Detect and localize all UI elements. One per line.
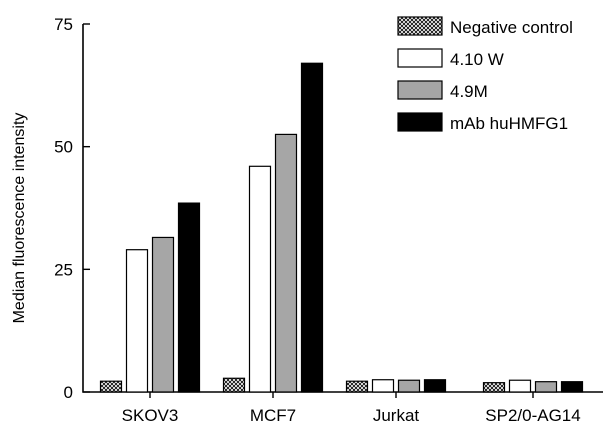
bar-skov3-negative-control bbox=[99, 380, 123, 393]
bar-sp2-0-ag14-4-10-w bbox=[508, 379, 532, 393]
bar-mcf7-negative-control bbox=[222, 377, 246, 393]
bar-jurkat-mab-huhmfg1 bbox=[423, 379, 447, 393]
bar-jurkat-4-10-w bbox=[371, 379, 395, 393]
bar-mcf7-mab-huhmfg1 bbox=[300, 62, 324, 393]
y-tick-label: 50 bbox=[54, 138, 73, 157]
legend-label: mAb huHMFG1 bbox=[450, 114, 568, 133]
legend-swatch bbox=[397, 112, 443, 132]
y-tick-label: 75 bbox=[54, 15, 73, 34]
bar-sp2-0-ag14-mab-huhmfg1 bbox=[560, 381, 584, 393]
x-tick-label: MCF7 bbox=[250, 406, 296, 425]
category-labels: SKOV3 MCF7 Jurkat SP2/0-AG14 bbox=[122, 406, 581, 425]
bar-jurkat-negative-control bbox=[345, 380, 369, 393]
y-tick-label: 0 bbox=[64, 383, 73, 402]
y-tick-label: 25 bbox=[54, 260, 73, 279]
legend-swatch bbox=[397, 48, 443, 68]
bars bbox=[99, 62, 584, 393]
bar-sp2-0-ag14-negative-control bbox=[482, 382, 506, 393]
x-tick-label: SP2/0-AG14 bbox=[485, 406, 580, 425]
legend-label: Negative control bbox=[450, 18, 573, 37]
y-axis-label: Median fluorescence intensity bbox=[11, 113, 28, 324]
bar-skov3-4-9m bbox=[151, 236, 175, 393]
legend-swatch bbox=[397, 16, 443, 36]
legend: Negative control 4.10 W 4.9M mAb huHMFG1 bbox=[397, 16, 573, 133]
legend-label: 4.9M bbox=[450, 82, 488, 101]
legend-swatch bbox=[397, 80, 443, 100]
x-tick-label: SKOV3 bbox=[122, 406, 179, 425]
legend-label: 4.10 W bbox=[450, 50, 504, 69]
bar-jurkat-4-9m bbox=[397, 379, 421, 393]
bar-mcf7-4-9m bbox=[274, 133, 298, 393]
bar-skov3-mab-huhmfg1 bbox=[177, 202, 201, 393]
x-tick-label: Jurkat bbox=[373, 406, 420, 425]
bar-sp2-0-ag14-4-9m bbox=[534, 381, 558, 393]
bar-mcf7-4-10-w bbox=[248, 165, 272, 393]
bar-skov3-4-10-w bbox=[125, 249, 149, 393]
